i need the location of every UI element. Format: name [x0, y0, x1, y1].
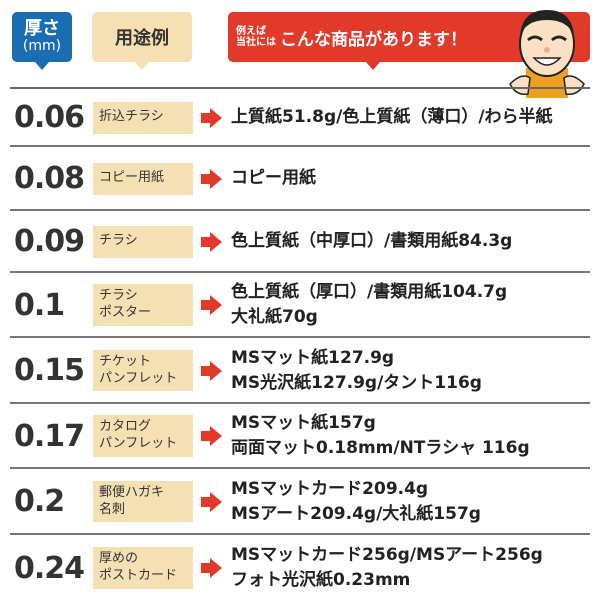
thickness-value: 0.2 [14, 484, 65, 519]
usage-tag: カタログ パンフレット [93, 415, 193, 457]
usage-line: コピー用紙 [99, 170, 165, 186]
usage-line: チラシ [99, 233, 138, 249]
products-label: こんな商品があります！ [280, 29, 467, 50]
usage-line: ポスター [99, 305, 152, 320]
product-line: MSマット紙127.9g [231, 347, 395, 368]
product-line: 大礼紙70g [231, 307, 318, 327]
mascot-face-icon [509, 10, 585, 98]
product-line: MSマット紙157g [231, 413, 376, 434]
product-line: コピー用紙 [231, 168, 316, 189]
thickness-label: 厚さ [24, 18, 60, 40]
thickness-value: 0.17 [14, 418, 85, 454]
product-line: 色上質紙（厚口）/書類用紙104.7g [231, 282, 508, 303]
usage-line: 折込チラシ [99, 109, 164, 125]
arrow-right-icon [201, 491, 223, 512]
product-list: MSマットカード209.4g MSアート209.4g/大礼紙157g [231, 477, 481, 526]
header-divider [10, 87, 590, 89]
usage-tag: チケット パンフレット [93, 349, 193, 392]
product-line: フォト光沢紙0.23mm [231, 570, 411, 590]
thickness-header: 厚さ (mm) [12, 12, 72, 70]
thickness-value: 0.09 [14, 224, 85, 259]
usage-line: パンフレット [99, 436, 178, 451]
usage-tag: チラシ [93, 225, 193, 258]
product-line: 上質紙51.8g/色上質紙（薄口）/わら半紙 [231, 107, 553, 128]
arrow-right-icon [201, 231, 223, 252]
thickness-value: 0.1 [14, 287, 65, 323]
usage-line: カタログ [99, 419, 152, 435]
products-prefix: 例えば 当社には [236, 26, 276, 49]
product-list: 色上質紙（中厚口）/書類用紙84.3g [231, 229, 512, 254]
table-row: 0.24 厚めの ポストカード MSマットカード256g/MSアート256g フォト光沢… [10, 536, 590, 600]
arrow-right-icon [201, 558, 223, 578]
usage-header: 用途例 [92, 12, 192, 70]
arrow-right-icon [201, 107, 223, 128]
usage-line: チラシ [99, 288, 138, 304]
product-list: MSマット紙157g 両面マット0.18mm/NTラシャ 116g [231, 411, 530, 460]
arrow-right-icon [201, 168, 223, 189]
table-row: 0.08 コピー用紙 コピー用紙 [10, 148, 590, 211]
usage-tag: 折込チラシ [93, 101, 193, 134]
usage-tag: 郵便ハガキ 名刺 [93, 480, 193, 523]
usage-line: 郵便ハガキ [99, 484, 165, 500]
usage-line: ポストカード [99, 568, 178, 583]
usage-tag: 厚めの ポストカード [93, 547, 193, 589]
prefix-line-2: 当社には [236, 37, 276, 48]
arrow-right-icon [201, 295, 223, 315]
product-list: 上質紙51.8g/色上質紙（薄口）/わら半紙 [231, 105, 553, 130]
table-row: 0.1 チラシ ポスター 色上質紙（厚口）/書類用紙104.7g 大礼紙70g [10, 274, 590, 338]
thickness-value: 0.24 [14, 550, 85, 586]
usage-line: パンフレット [99, 370, 178, 386]
usage-line: 名刺 [99, 501, 126, 517]
table-row: 0.17 カタログ パンフレット MSマット紙157g 両面マット0.18mm/NTラシ… [10, 405, 590, 469]
table-row: 0.15 チケット パンフレット MSマット紙127.9g MS光沢紙127.9g/タン… [10, 339, 590, 404]
table-row: 0.06 折込チラシ 上質紙51.8g/色上質紙（薄口）/わら半紙 [10, 90, 590, 147]
table-header: 厚さ (mm) 用途例 例えば 当社には こんな商品があります！ [0, 0, 600, 98]
product-line: MS光沢紙127.9g/タント116g [231, 372, 482, 393]
thickness-unit: (mm) [22, 38, 62, 55]
product-line: 両面マット0.18mm/NTラシャ 116g [231, 438, 530, 458]
product-line: MSマットカード256g/MSアート256g [231, 545, 543, 566]
product-line: MSマットカード209.4g [231, 478, 429, 499]
arrow-right-icon [201, 360, 223, 381]
arrow-right-icon [201, 426, 223, 446]
usage-tag: コピー用紙 [93, 162, 193, 195]
usage-tag: チラシ ポスター [93, 284, 193, 326]
table-row: 0.2 郵便ハガキ 名刺 MSマットカード209.4g MSアート209.4g/大礼紙1… [10, 470, 590, 535]
product-list: MSマット紙127.9g MS光沢紙127.9g/タント116g [231, 346, 482, 395]
usage-line: 厚めの [99, 551, 139, 567]
thickness-value: 0.08 [14, 161, 85, 196]
product-list: MSマットカード256g/MSアート256g フォト光沢紙0.23mm [231, 543, 543, 592]
product-line: 色上質紙（中厚口）/書類用紙84.3g [231, 231, 513, 252]
table-row: 0.09 チラシ 色上質紙（中厚口）/書類用紙84.3g [10, 212, 590, 273]
product-list: 色上質紙（厚口）/書類用紙104.7g 大礼紙70g [231, 280, 507, 329]
prefix-line-1: 例えば [236, 25, 266, 37]
product-line: MSアート209.4g/大礼紙157g [231, 503, 481, 524]
thickness-value: 0.06 [14, 100, 85, 135]
usage-line: チケット [99, 353, 152, 369]
thickness-value: 0.15 [14, 353, 85, 388]
product-list: コピー用紙 [231, 166, 316, 191]
usage-label: 用途例 [115, 28, 169, 49]
